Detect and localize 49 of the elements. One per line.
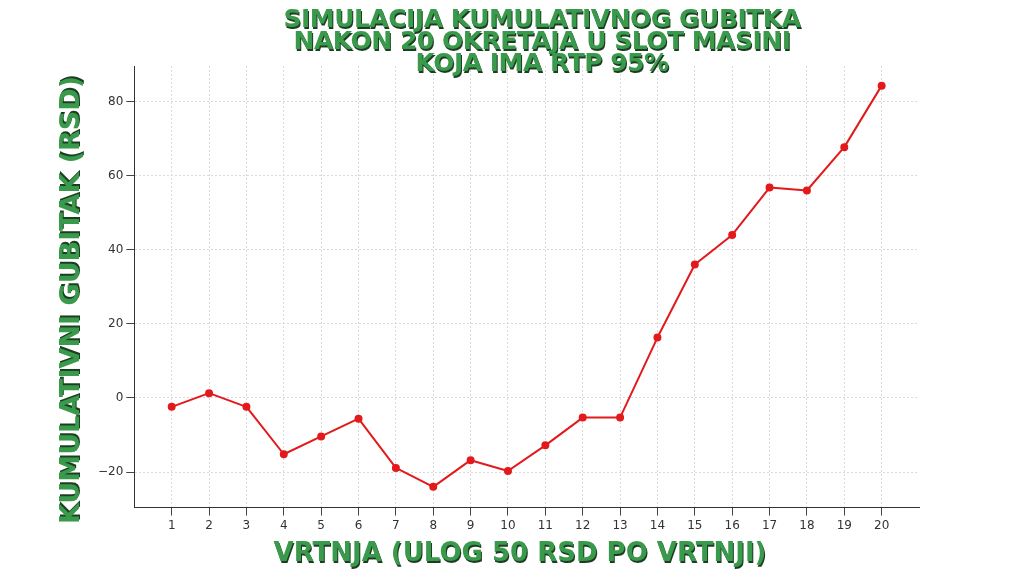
x-tick-label: 1 [167, 517, 176, 532]
x-tick-label: 6 [354, 517, 363, 532]
point [391, 463, 400, 472]
x-tick-label: 11 [537, 517, 553, 532]
point [429, 482, 438, 491]
point [503, 466, 512, 475]
point [616, 413, 625, 422]
x-tick-label: 2 [205, 517, 213, 532]
point [840, 143, 849, 152]
point [578, 413, 587, 422]
point [354, 414, 363, 423]
point [802, 186, 811, 195]
y-tick-label: 0 [115, 390, 124, 405]
x-tick-label: 15 [687, 517, 703, 532]
chart-title: SIMULACIJA KUMULATIVNOG GUBITKA NAKON 20 OKRETAJA U SLOT MASINI KOJA IMA RTP 95% [282, 4, 802, 77]
x-tick-label: 5 [317, 517, 325, 532]
point [317, 432, 326, 441]
point [279, 450, 288, 459]
x-tick-label: 7 [392, 517, 400, 532]
y-tick-label: 60 [108, 167, 124, 182]
y-tick-label: −20 [98, 464, 124, 479]
x-tick-label: 4 [279, 517, 288, 532]
point [242, 402, 251, 411]
point [877, 81, 886, 90]
x-tick-label: 19 [836, 517, 852, 532]
x-tick-label: 10 [500, 517, 516, 532]
x-tick-label: 13 [612, 517, 628, 532]
x-tick-label: 9 [466, 517, 475, 532]
point [466, 456, 475, 465]
x-tick-label: 18 [799, 517, 815, 532]
point [205, 389, 214, 398]
y-tick-label: 20 [108, 315, 124, 330]
x-tick-label: 8 [429, 517, 438, 532]
y-axis-title: KUMULATIVNI GUBITAK (RSD) [53, 75, 85, 525]
point [167, 402, 176, 411]
x-tick-label: 12 [575, 517, 591, 532]
x-tick-label: 20 [873, 517, 890, 532]
point [541, 441, 550, 450]
x-axis-title: VRTNJA (ULOG 50 RSD PO VRTNJI) [273, 537, 767, 567]
point [728, 230, 737, 239]
point [690, 260, 699, 269]
y-tick-label: 40 [108, 241, 124, 256]
x-tick-label: 3 [242, 517, 251, 532]
x-tick-label: 14 [649, 517, 666, 532]
y-tick-label: 80 [108, 93, 124, 108]
x-tick-label: 17 [761, 517, 778, 532]
x-tick-label: 16 [724, 517, 740, 532]
point [765, 183, 774, 192]
point [653, 333, 662, 342]
